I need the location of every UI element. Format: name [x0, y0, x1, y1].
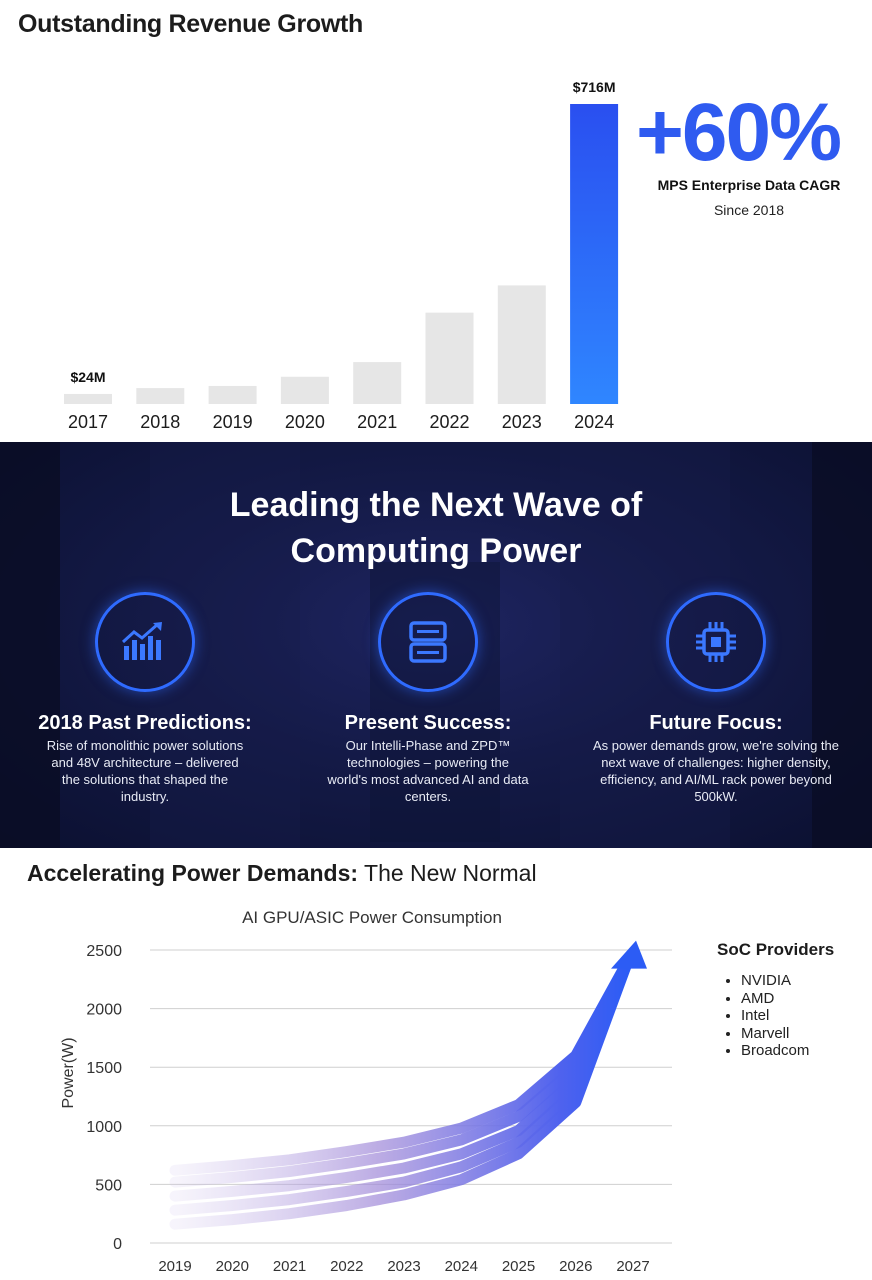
- computing-title-line1: Leading the Next Wave of: [229, 486, 643, 524]
- revenue-bar-chart: 2017 $24M 2018 2019 2020 2021 2022 2023 2024 $716…: [64, 79, 619, 432]
- card-past-predictions: 2018 Past Predictions: Rise of monolithi…: [15, 592, 275, 805]
- legend-item: Intel: [741, 1007, 834, 1025]
- power-consumption-chart: AI GPU/ASIC Power Consumption 0 500 1000 150…: [60, 908, 672, 1275]
- chart-title: AI GPU/ASIC Power Consumption: [242, 908, 502, 927]
- legend-item: NVIDIA: [741, 972, 834, 990]
- cagr-since: Since 2018: [713, 202, 785, 218]
- x-tick-label: 2020: [285, 412, 325, 432]
- trend-series-1: [169, 955, 634, 1176]
- bar-2021: [353, 362, 402, 404]
- x-tick-label: 2019: [158, 1258, 191, 1275]
- card-heading: 2018 Past Predictions:: [38, 712, 252, 734]
- legend-item: AMD: [741, 990, 834, 1008]
- x-tick-label: 2021: [273, 1258, 306, 1275]
- server-room-background: [0, 442, 872, 848]
- chip-icon: [666, 592, 766, 692]
- bar-2023: [497, 285, 546, 404]
- x-tick-label: 2019: [213, 412, 253, 432]
- bar-2018: [136, 388, 185, 404]
- x-tick-label: 2023: [502, 412, 542, 432]
- x-tick-label: 2017: [68, 412, 108, 432]
- bar-2024: [570, 104, 619, 404]
- bar-2020: [280, 376, 329, 404]
- x-tick-label: 2025: [502, 1258, 535, 1275]
- computing-title-line2: Computing Power: [290, 532, 582, 570]
- y-tick-label: 500: [95, 1177, 122, 1194]
- y-tick-label: 2000: [86, 1002, 122, 1019]
- y-tick-label: 1000: [86, 1119, 122, 1136]
- power-title: Accelerating Power Demands: The New Norm…: [27, 860, 537, 887]
- data-label-2024: $716M: [573, 79, 616, 95]
- computing-panel: Leading the Next Wave of Computing Power…: [0, 442, 872, 848]
- x-tick-label: 2026: [559, 1258, 592, 1275]
- bar-2019: [208, 385, 257, 404]
- y-tick-label: 0: [113, 1236, 122, 1253]
- x-tick-label: 2022: [429, 412, 469, 432]
- x-tick-label: 2024: [574, 412, 614, 432]
- card-text: Our Intelli-Phase and ZPD™ technologies …: [327, 738, 529, 804]
- arrow-head: [611, 940, 647, 969]
- bar-2022: [425, 312, 474, 404]
- y-tick-label: 2500: [86, 943, 122, 960]
- soc-providers-legend: SoC Providers NVIDIA AMD Intel Marvell B…: [717, 940, 834, 1060]
- trend-series-2: [169, 955, 634, 1188]
- x-tick-label: 2022: [330, 1258, 363, 1275]
- cagr-value: +60%: [636, 87, 842, 178]
- data-label-2017: $24M: [70, 369, 105, 385]
- card-heading: Future Focus:: [649, 712, 783, 734]
- x-tick-label: 2020: [216, 1258, 249, 1275]
- card-future-focus: Future Focus: As power demands grow, we'…: [586, 592, 846, 805]
- x-tick-label: 2021: [357, 412, 397, 432]
- trend-series-3: [169, 955, 634, 1202]
- power-title-rest: The New Normal: [358, 860, 537, 886]
- trend-series-5: [169, 955, 634, 1230]
- x-tick-label: 2023: [387, 1258, 420, 1275]
- chart-trend-icon: [95, 592, 195, 692]
- revenue-panel: Outstanding Revenue Growth 2017 $24M 2018 2…: [0, 0, 872, 442]
- y-tick-label: 1500: [86, 1060, 122, 1077]
- card-text: As power demands grow, we're solving the…: [593, 738, 839, 804]
- legend-title: SoC Providers: [717, 940, 835, 959]
- bar-2017: [64, 393, 112, 404]
- x-tick-label: 2024: [445, 1258, 478, 1275]
- legend-item: Marvell: [741, 1025, 834, 1043]
- computing-title: Leading the Next Wave of Computing Power: [0, 482, 872, 574]
- cagr-label: MPS Enterprise Data CAGR: [657, 177, 841, 193]
- power-title-bold: Accelerating Power Demands:: [27, 860, 359, 886]
- x-tick-label: 2027: [616, 1258, 649, 1275]
- card-text: Rise of monolithic power solutions and 4…: [46, 738, 244, 804]
- trend-series-4: [169, 955, 634, 1216]
- legend-item: Broadcom: [741, 1042, 834, 1060]
- card-present-success: Present Success: Our Intelli-Phase and Z…: [298, 592, 558, 805]
- revenue-title: Outstanding Revenue Growth: [18, 10, 363, 38]
- server-icon: [378, 592, 478, 692]
- y-axis-label: Power(W): [60, 1037, 77, 1108]
- power-panel: Accelerating Power Demands: The New Norm…: [0, 848, 872, 1280]
- card-heading: Present Success:: [344, 712, 512, 734]
- x-tick-label: 2018: [140, 412, 180, 432]
